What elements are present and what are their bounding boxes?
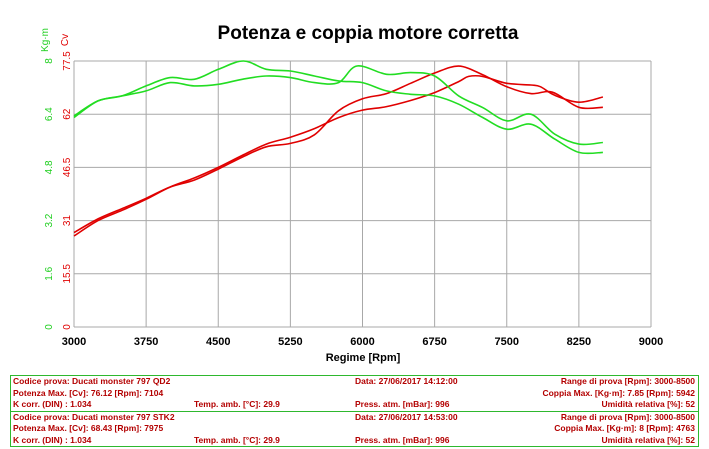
x-tick-label: 5250 [278, 336, 302, 348]
x-tick-label: 8250 [567, 336, 591, 348]
power-curve-1 [73, 65, 603, 234]
info-row: Potenza Max. [Cv]: 68.43 [Rpm]: 7975 Copp… [11, 423, 698, 435]
info-row: K corr. (DIN) : 1.034 Temp. amb. [°C]: 29… [11, 399, 698, 411]
x-tick-label: 6750 [422, 336, 446, 348]
x-axis-ticks: 3000 3750 4500 5250 6000 6750 7500 8250 9000 [62, 336, 663, 348]
info-cell: Range di prova [Rpm]: 3000-8500 [560, 411, 695, 422]
y-right-tick-label: 77.5 [62, 51, 73, 71]
info-cell: Potenza Max. [Cv]: 76.12 [Rpm]: 7104 [13, 387, 164, 398]
info-cell: Temp. amb. [°C]: 29.9 [194, 434, 280, 445]
info-row: Codice prova: Ducati monster 797 STK2 Dat… [11, 412, 698, 424]
y-left-unit: Kg·m [40, 28, 51, 52]
grid [73, 60, 652, 328]
x-tick-label: 7500 [495, 336, 519, 348]
info-cell: Umidità relativa [%]: 52 [601, 434, 695, 445]
info-row: Codice prova: Ducati monster 797 QD2 Data… [11, 376, 698, 388]
y-right-tick-label: 15.5 [62, 264, 73, 284]
x-tick-label: 3750 [134, 336, 158, 348]
info-cell: K corr. (DIN) : 1.034 [13, 399, 92, 409]
y-right-tick-label: 62 [62, 108, 73, 120]
info-cell: Codice prova: Ducati monster 797 QD2 [13, 376, 171, 386]
test-block: Codice prova: Ducati monster 797 QD2 Data… [11, 376, 698, 412]
y-left-tick-label: 1.6 [44, 266, 55, 280]
y-left-tick-label: 0 [44, 324, 55, 330]
x-tick-label: 3000 [62, 336, 86, 348]
x-axis-label: Regime [Rpm] [326, 352, 401, 364]
info-cell: Coppia Max. [Kg·m]: 8 [Rpm]: 4763 [554, 423, 695, 433]
y-axis-ticks: 0 0 1.6 15.5 3.2 31 4.8 46.5 6.4 62 8 77.5 [44, 51, 73, 330]
y-left-tick-label: 4.8 [44, 160, 55, 174]
y-right-tick-label: 0 [62, 324, 73, 330]
info-cell: Data: 27/06/2017 14:12:00 [355, 376, 458, 386]
chart-title: Potenza e coppia motore corretta [218, 23, 519, 44]
torque-curve-2 [73, 65, 603, 146]
info-cell: Press. atm. [mBar]: 996 [355, 399, 450, 409]
test-block: Codice prova: Ducati monster 797 STK2 Dat… [11, 412, 698, 447]
info-cell: Data: 27/06/2017 14:53:00 [355, 411, 458, 422]
y-right-unit: Cv [60, 34, 71, 46]
y-left-tick-label: 3.2 [44, 213, 55, 227]
info-cell: Coppia Max. [Kg·m]: 7.85 [Rpm]: 5942 [542, 387, 695, 398]
info-cell: Temp. amb. [°C]: 29.9 [194, 399, 280, 409]
info-row: K corr. (DIN) : 1.034 Temp. amb. [°C]: 29… [11, 435, 698, 447]
info-cell: Codice prova: Ducati monster 797 STK2 [13, 411, 175, 422]
y-left-tick-label: 6.4 [44, 107, 55, 121]
x-tick-label: 4500 [206, 336, 230, 348]
info-row: Potenza Max. [Cv]: 76.12 [Rpm]: 7104 Copp… [11, 388, 698, 400]
info-cell: K corr. (DIN) : 1.034 [13, 434, 92, 445]
info-cell: Range di prova [Rpm]: 3000-8500 [560, 376, 695, 386]
info-cell: Press. atm. [mBar]: 996 [355, 434, 450, 445]
series-lines [73, 60, 604, 237]
info-cell: Umidità relativa [%]: 52 [601, 399, 695, 409]
x-tick-label: 9000 [639, 336, 663, 348]
x-tick-label: 6000 [350, 336, 374, 348]
dyno-chart: Potenza e coppia motore corretta Kg·m Cv… [40, 23, 663, 364]
info-cell: Potenza Max. [Cv]: 68.43 [Rpm]: 7975 [13, 423, 164, 433]
power-curve-0 [73, 74, 604, 237]
y-right-tick-label: 31 [62, 215, 73, 227]
y-left-tick-label: 8 [44, 58, 55, 64]
y-right-tick-label: 46.5 [62, 157, 73, 177]
test-info-table: Codice prova: Ducati monster 797 QD2 Data… [10, 375, 699, 447]
torque-curve-3 [73, 60, 603, 155]
